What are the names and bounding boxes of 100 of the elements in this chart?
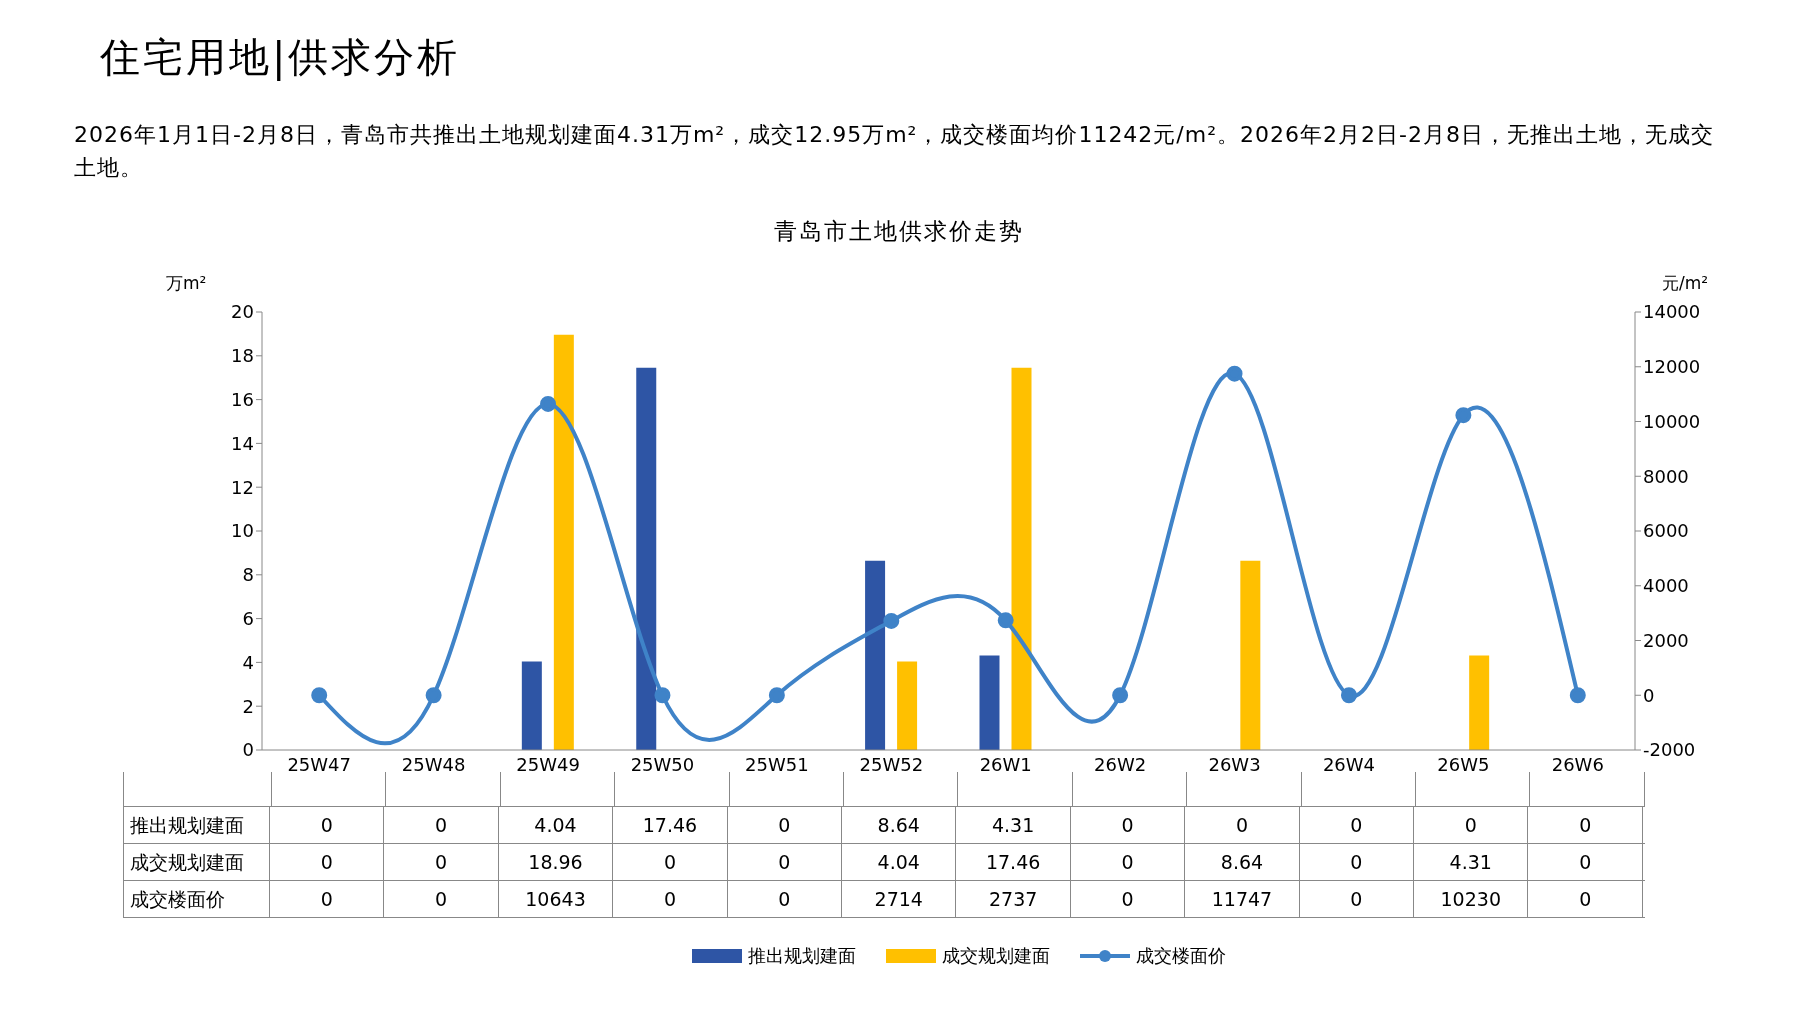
text: 成交规划建面 [130,851,244,873]
data-label: 0 [270,807,385,843]
data-label: 0 [1299,881,1415,917]
point [1569,687,1586,704]
text: 成交楼面价 [130,888,225,910]
x-tick-label: 25W48 [401,753,466,775]
data-label: 4.31 [956,807,1071,843]
y-tick-label: 0 [242,739,254,761]
data-label: 0 [270,844,385,880]
y2-tick-label: 4000 [1643,575,1689,597]
data-label: 0 [727,807,843,843]
data-label: 18.96 [498,844,614,880]
y2-tick-label: -2000 [1643,739,1696,761]
y-tick-label: 16 [231,388,254,410]
data-label: 11747 [1185,881,1300,917]
data-label: 0 [384,881,499,917]
point [1112,687,1129,704]
data-label: 4.04 [842,844,957,880]
y-tick-label: 20 [231,301,254,323]
data-label: 8.64 [842,807,957,843]
y2-tick-label: 6000 [1643,520,1689,542]
text: 推出规划建面 [130,814,244,836]
legend-label: 成交楼面价 [1135,944,1226,968]
point [540,395,557,412]
data-label: 0 [1528,881,1643,917]
y-tick-label: 12 [231,476,254,498]
y-tick-label: 6 [242,607,254,629]
x-tick-label: 25W52 [859,753,924,775]
bar [521,661,542,750]
x-tick-label: 26W4 [1322,753,1376,775]
y2-tick-label: 0 [1643,684,1655,706]
data-label: 0 [727,844,843,880]
data-label: 0 [1185,807,1300,843]
bar [636,367,657,750]
point [997,612,1014,629]
bar [897,661,918,750]
y2-tick-label: 14000 [1643,301,1701,323]
data-label: 0 [1528,807,1643,843]
data-label: 0 [270,881,385,917]
y2-axis-title: 元/m² [1662,272,1709,295]
bar [979,655,1000,750]
data-label: 4.31 [1414,844,1529,880]
y-axis-title: 万m² [166,272,207,295]
data-label: 10230 [1414,881,1529,917]
y2-tick-label: 2000 [1643,629,1689,651]
x-tick-label: 26W1 [979,753,1032,775]
x-tick-label: 26W6 [1551,753,1604,775]
y-tick-label: 2 [242,695,254,717]
text: 住宅用地|供求分析 [100,33,461,83]
x-tick-label: 26W2 [1094,753,1147,775]
legend-label: 推出规划建面 [747,944,856,968]
data-label: 8.64 [1185,844,1300,880]
data-label: 0 [1299,844,1415,880]
data-label: 0 [613,844,728,880]
data-label: 17.46 [956,844,1071,880]
y-tick-label: 4 [242,651,254,673]
x-tick-label: 25W47 [287,753,352,775]
bar [553,334,574,750]
data-label: 0 [384,807,499,843]
x-tick-label: 26W3 [1208,753,1261,775]
data-label: 0 [613,881,728,917]
data-label: 4.04 [498,807,614,843]
point [1455,407,1472,424]
x-tick-label: 26W5 [1437,753,1490,775]
data-label: 17.46 [613,807,728,843]
bar [865,560,886,750]
bar [1240,560,1261,750]
x-tick-label: 25W50 [630,753,695,775]
data-label: 0 [1070,881,1186,917]
y2-tick-label: 10000 [1643,410,1701,432]
point [768,687,785,704]
data-label: 10643 [498,881,614,917]
data-label: 0 [1414,807,1529,843]
point [883,612,900,629]
point [311,687,328,704]
data-label: 0 [1299,807,1415,843]
data-label: 0 [384,844,499,880]
point [1340,687,1357,704]
chart-title: 青岛市土地供求价走势 [772,217,1025,246]
data-label: 0 [1528,844,1643,880]
y-tick-label: 18 [231,345,254,367]
point [654,687,671,704]
text: 2026年1月1日-2月8日，青岛市共推出土地规划建面4.31万m²，成交12.95万m²，成交楼面均价11242元/m²。2026年2月2日-2月8日，无推出土地，无成交土地。 [74,121,1715,182]
y2-tick-label: 12000 [1643,356,1701,378]
x-tick-label: 25W51 [745,753,809,775]
legend-label: 成交规划建面 [941,944,1050,968]
point [425,687,442,704]
y-tick-label: 14 [231,432,254,454]
data-label: 2737 [956,881,1071,917]
bar [1469,655,1490,750]
data-label: 0 [1070,844,1186,880]
data-label: 2714 [842,881,957,917]
x-tick-label: 25W49 [516,753,580,775]
data-label: 0 [1070,807,1186,843]
y-tick-label: 10 [231,520,254,542]
y2-tick-label: 8000 [1643,465,1689,487]
bar [1011,367,1032,750]
y-tick-label: 8 [242,564,254,586]
data-label: 0 [727,881,843,917]
point [1226,365,1243,382]
